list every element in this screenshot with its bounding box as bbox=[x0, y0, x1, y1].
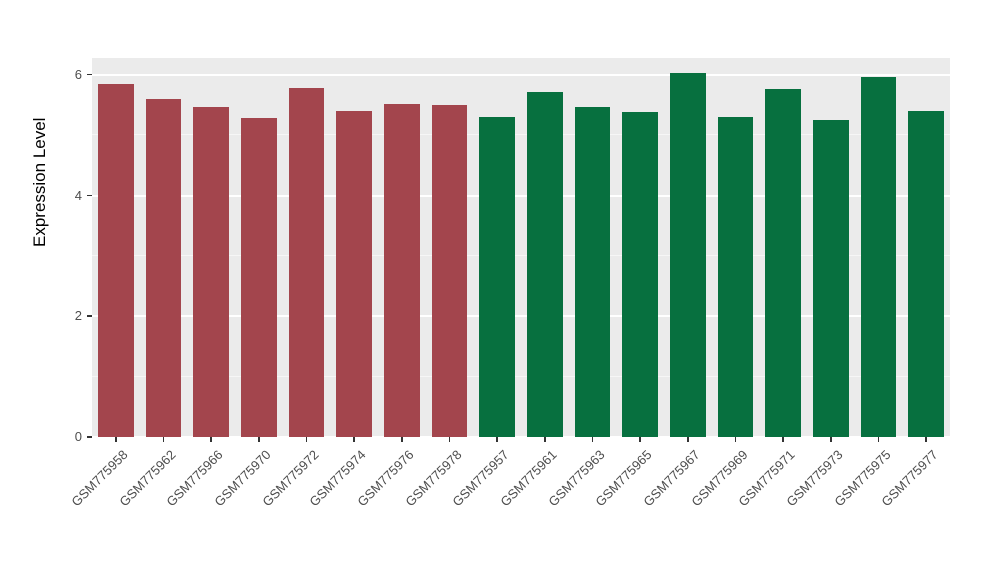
y-tick-mark bbox=[87, 315, 92, 317]
gridline-minor bbox=[92, 134, 950, 136]
bar bbox=[97, 83, 134, 437]
bar bbox=[479, 117, 516, 437]
bar bbox=[669, 73, 706, 437]
x-tick-mark bbox=[448, 437, 451, 442]
bar bbox=[860, 76, 897, 437]
bar bbox=[574, 106, 611, 437]
bar bbox=[622, 112, 659, 437]
gridline-major bbox=[92, 73, 950, 76]
x-tick-mark bbox=[305, 437, 308, 442]
x-tick-mark bbox=[115, 437, 117, 442]
x-tick-mark bbox=[353, 437, 355, 442]
bar bbox=[765, 88, 802, 437]
x-tick-mark bbox=[830, 437, 832, 442]
plot-panel bbox=[92, 58, 950, 438]
x-tick-mark bbox=[210, 437, 212, 442]
gridline-major bbox=[92, 436, 950, 438]
x-tick-mark bbox=[591, 437, 594, 442]
y-tick-mark bbox=[87, 194, 92, 197]
y-tick-label: 4 bbox=[74, 187, 82, 203]
y-tick-mark bbox=[87, 436, 92, 438]
gridline-minor bbox=[92, 254, 950, 256]
bar bbox=[383, 103, 420, 437]
x-tick-mark bbox=[687, 437, 689, 442]
y-tick-label: 6 bbox=[74, 66, 82, 82]
bar bbox=[288, 88, 325, 437]
bar bbox=[812, 120, 849, 437]
bar bbox=[336, 111, 373, 437]
y-tick-label: 2 bbox=[74, 308, 82, 324]
bar bbox=[193, 106, 230, 437]
x-tick-mark bbox=[401, 437, 403, 442]
gridline-major bbox=[92, 315, 950, 318]
x-tick-mark bbox=[639, 437, 641, 442]
x-tick-mark bbox=[162, 437, 165, 442]
y-tick-mark bbox=[87, 73, 92, 76]
gridline-major bbox=[92, 194, 950, 197]
x-tick-mark bbox=[544, 437, 546, 442]
x-tick-mark bbox=[877, 437, 880, 442]
x-tick-mark bbox=[734, 437, 737, 442]
x-tick-mark bbox=[258, 437, 260, 442]
gridline-minor bbox=[92, 375, 950, 377]
y-axis-title: Expression Level bbox=[30, 117, 49, 247]
x-tick-mark bbox=[496, 437, 498, 442]
y-tick-label: 0 bbox=[74, 429, 82, 444]
bar bbox=[717, 117, 754, 437]
bar bbox=[240, 118, 277, 437]
bar bbox=[908, 111, 945, 437]
bar bbox=[526, 91, 563, 437]
x-tick-mark bbox=[925, 437, 927, 442]
x-tick-mark bbox=[782, 437, 784, 442]
bar bbox=[431, 105, 468, 437]
bar bbox=[145, 99, 182, 437]
